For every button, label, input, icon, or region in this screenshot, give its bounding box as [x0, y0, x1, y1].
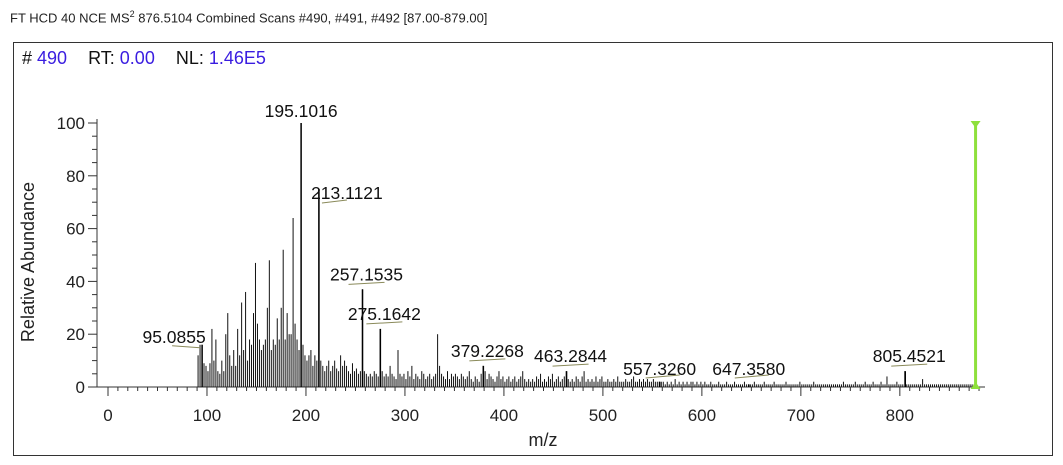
x-tick-label: 100 — [193, 406, 221, 425]
peak-label-leader — [891, 363, 928, 367]
peak-label-leader — [734, 374, 769, 379]
x-axis-title: m/z — [529, 430, 558, 450]
peak-label-leader — [172, 345, 201, 349]
x-tick-label: 500 — [589, 406, 617, 425]
x-tick-label: 400 — [490, 406, 518, 425]
peak-label: 557.3260 — [623, 359, 696, 379]
scan-header-rest: 876.5104 Combined Scans #490, #491, #492… — [134, 10, 488, 26]
y-axis-title: Relative Abundance — [18, 182, 38, 342]
x-tick-label: 0 — [103, 406, 112, 425]
x-tick-label: 200 — [292, 406, 320, 425]
peak-label-leader — [321, 199, 347, 204]
peak-label-leader — [469, 358, 506, 362]
peak-label: 275.1642 — [348, 304, 421, 324]
scan-info: # 490 RT: 0.00 NL: 1.46E5 — [22, 48, 282, 69]
y-tick-label: 100 — [57, 114, 85, 133]
scan-header: FT HCD 40 NCE MS2 876.5104 Combined Scan… — [10, 9, 487, 25]
peak-label: 647.3580 — [712, 359, 785, 379]
y-tick-label: 0 — [76, 378, 85, 397]
y-tick-label: 20 — [66, 325, 85, 344]
peak-label-leader — [366, 321, 403, 325]
y-tick-label: 80 — [66, 167, 85, 186]
rt-label: RT: — [88, 48, 115, 68]
precursor-marker-top — [970, 121, 981, 128]
nl-label: NL: — [175, 48, 204, 68]
peak-label-leader — [645, 374, 680, 379]
rt-value: 0.00 — [119, 48, 155, 68]
scan-header-sup: 2 — [129, 9, 135, 19]
x-tick-label: 600 — [688, 406, 716, 425]
peak-label: 463.2844 — [534, 346, 607, 366]
peak-label-leader — [552, 363, 589, 367]
peak-label: 805.4521 — [873, 346, 946, 366]
peak-label: 379.2268 — [451, 341, 524, 361]
scan-number-value: 490 — [37, 48, 68, 68]
scan-header-prefix: FT HCD 40 NCE MS — [10, 10, 130, 26]
x-tick-label: 700 — [787, 406, 815, 425]
precursor-marker-bottom — [970, 382, 981, 389]
x-tick-label: 300 — [391, 406, 419, 425]
peak-label: 95.0855 — [142, 327, 205, 347]
y-tick-label: 60 — [66, 220, 85, 239]
y-tick-label: 40 — [66, 272, 85, 291]
x-tick-label: 800 — [886, 406, 914, 425]
scan-number-label: # — [22, 48, 33, 68]
peak-label: 257.1535 — [330, 264, 403, 284]
peak-label: 213.1121 — [311, 183, 383, 203]
peak-label: 195.1016 — [265, 101, 338, 121]
nl-value: 1.46E5 — [208, 48, 266, 68]
peak-label-leader — [348, 281, 385, 285]
